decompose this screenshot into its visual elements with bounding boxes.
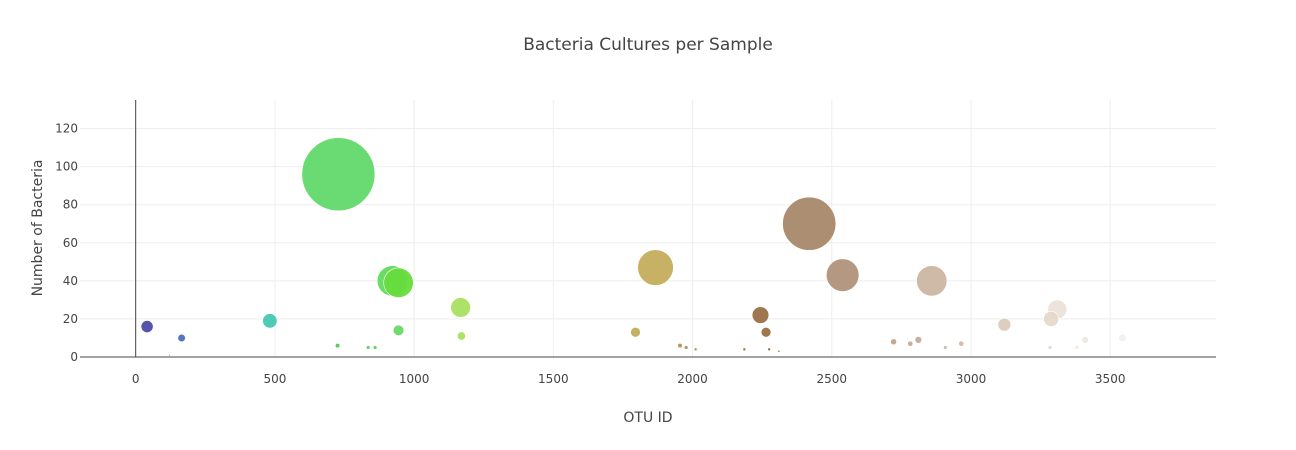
bubble-marker[interactable] [742, 347, 747, 352]
bubble-marker[interactable] [392, 324, 405, 336]
chart-title: Bacteria Cultures per Sample [523, 35, 773, 55]
bubble-marker[interactable] [334, 342, 341, 349]
bubble-marker[interactable] [683, 345, 689, 350]
bubble-marker[interactable] [262, 313, 278, 329]
x-tick-label: 2500 [816, 372, 847, 386]
bubble-marker[interactable] [450, 297, 471, 318]
bubble-marker[interactable] [1043, 311, 1060, 327]
bubble-marker[interactable] [1074, 345, 1079, 350]
y-tick-label: 60 [63, 236, 78, 250]
bubble-marker[interactable] [943, 345, 948, 350]
bubble-marker[interactable] [637, 249, 674, 286]
bubble-marker[interactable] [177, 333, 186, 343]
x-tick-label: 1500 [538, 372, 569, 386]
bubble-marker[interactable] [767, 347, 771, 352]
bubble-marker[interactable] [997, 317, 1012, 332]
axes-layer: 0 500 1000 1500 2000 2500 3000 3500 0 20 40 60 80 100… [55, 100, 1216, 386]
bubble-marker[interactable] [777, 349, 781, 353]
y-tick-label: 100 [55, 160, 78, 174]
bubble-marker[interactable] [1081, 336, 1089, 344]
bubble-marker[interactable] [751, 306, 770, 324]
x-tick-label: 2000 [677, 372, 708, 386]
bubble-marker[interactable] [168, 353, 171, 357]
bubble-marker[interactable] [140, 320, 154, 333]
bubble-marker[interactable] [365, 345, 371, 350]
bubble-marker[interactable] [383, 267, 414, 298]
y-tick-label: 120 [55, 122, 78, 136]
bubble-marker[interactable] [958, 340, 965, 347]
points-layer[interactable] [140, 137, 1127, 357]
bubble-marker[interactable] [677, 342, 683, 349]
bubble-marker[interactable] [890, 338, 897, 346]
bubble-marker[interactable] [456, 331, 466, 341]
bubble-marker[interactable] [825, 258, 860, 292]
y-axis-title: Number of Bacteria [30, 160, 46, 297]
bubble-marker[interactable] [782, 196, 837, 251]
bubble-marker[interactable] [301, 137, 376, 212]
bubble-marker[interactable] [916, 265, 948, 297]
bubble-marker[interactable] [914, 336, 923, 344]
y-tick-label: 40 [63, 274, 78, 288]
bubble-marker[interactable] [372, 345, 378, 350]
y-tick-label: 0 [70, 350, 78, 364]
x-tick-label: 500 [263, 372, 286, 386]
x-tick-label: 0 [132, 372, 140, 386]
x-tick-label: 3000 [956, 372, 987, 386]
bubble-marker[interactable] [1047, 345, 1053, 350]
bubble-marker[interactable] [1118, 333, 1127, 343]
y-tick-label: 80 [63, 198, 78, 212]
x-tick-label: 1000 [399, 372, 430, 386]
x-tick-label: 3500 [1095, 372, 1126, 386]
y-tick-label: 20 [63, 312, 78, 326]
bubble-marker[interactable] [760, 327, 772, 338]
x-axis-title: OTU ID [623, 410, 672, 426]
bubble-marker[interactable] [630, 327, 641, 338]
bubble-marker[interactable] [693, 347, 698, 352]
bubble-marker[interactable] [907, 340, 914, 347]
